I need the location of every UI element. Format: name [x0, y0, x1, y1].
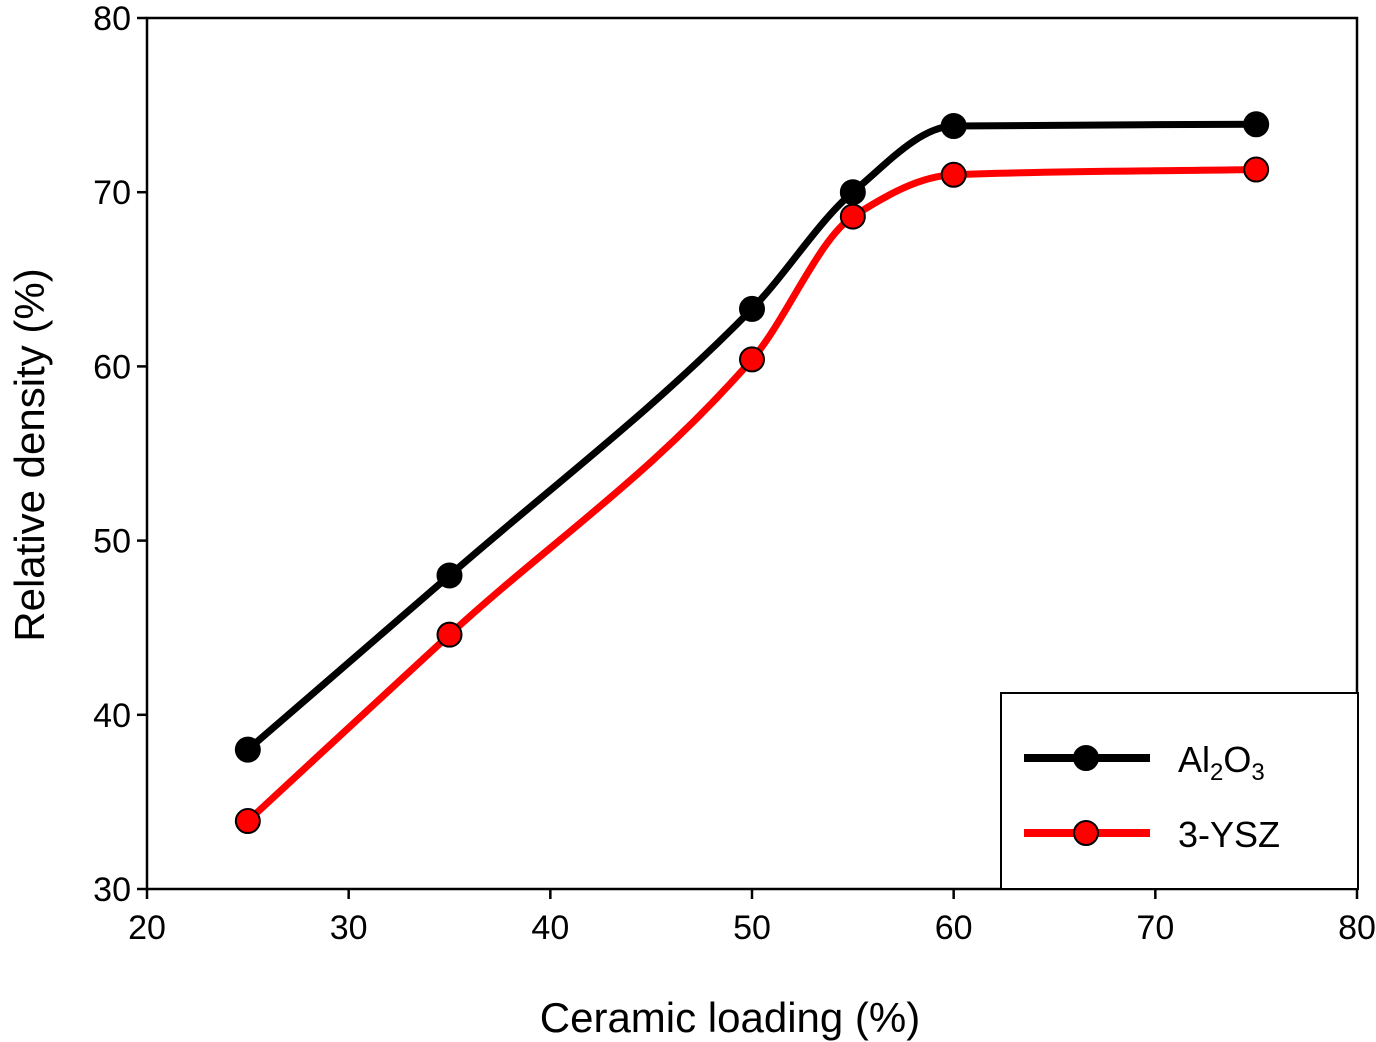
legend-label-al2o3-sub2: 3	[1251, 759, 1264, 786]
y-tick-label: 40	[93, 697, 131, 735]
axis-ticks	[137, 16, 1359, 899]
legend-entry-al2o3: Al2O3	[1024, 739, 1265, 786]
series-1-point	[739, 295, 765, 322]
legend-marker-al2o3	[1073, 745, 1099, 771]
legend-label-3ysz: 3-YSZ	[1178, 814, 1280, 855]
legend-label-al2o3: Al2O3	[1178, 739, 1265, 786]
legend: Al2O3 3-YSZ	[1000, 692, 1359, 890]
series-1-point	[436, 562, 463, 589]
y-tick-label: 30	[93, 871, 131, 909]
series-2-point	[940, 161, 967, 188]
series-1-point	[940, 113, 967, 140]
x-tick-label: 70	[1136, 909, 1174, 947]
series-1-point	[234, 736, 261, 763]
y-tick-labels: 30 40 50 60 70 80	[93, 0, 131, 909]
series-2-point	[436, 621, 463, 648]
x-tick-label: 50	[733, 909, 771, 947]
legend-marker-3ysz	[1073, 820, 1099, 846]
x-tick-labels: 20 30 40 50 60 70 80	[128, 909, 1376, 947]
x-tick-label: 20	[128, 909, 166, 947]
series-1-line	[244, 120, 1260, 754]
legend-box	[1000, 692, 1359, 890]
y-tick-label: 60	[93, 348, 131, 386]
series-2-point	[1243, 156, 1270, 183]
series-markers	[234, 111, 1270, 835]
legend-label-al2o3-sub1: 2	[1210, 759, 1223, 786]
series-lines	[244, 120, 1260, 825]
x-tick-label: 40	[531, 909, 569, 947]
series-2-point	[839, 203, 866, 230]
x-tick-label: 80	[1338, 909, 1376, 947]
legend-label-al2o3-o: O	[1223, 739, 1251, 780]
y-tick-label: 50	[93, 523, 131, 561]
y-axis-title: Relative density (%)	[6, 268, 53, 641]
series-1-point	[1243, 111, 1270, 138]
y-tick-label: 70	[93, 174, 131, 212]
x-tick-label: 30	[330, 909, 368, 947]
series-2-point	[234, 808, 261, 835]
x-tick-label: 60	[935, 909, 973, 947]
legend-entry-3ysz: 3-YSZ	[1024, 814, 1280, 855]
series-2-point	[739, 346, 765, 373]
series-2-line	[244, 166, 1260, 825]
plot-area	[137, 16, 1359, 899]
y-tick-label: 80	[93, 0, 131, 38]
x-axis-title: Ceramic loading (%)	[540, 994, 920, 1041]
series-1-point	[839, 179, 866, 206]
legend-label-al2o3-al: Al	[1178, 739, 1210, 780]
